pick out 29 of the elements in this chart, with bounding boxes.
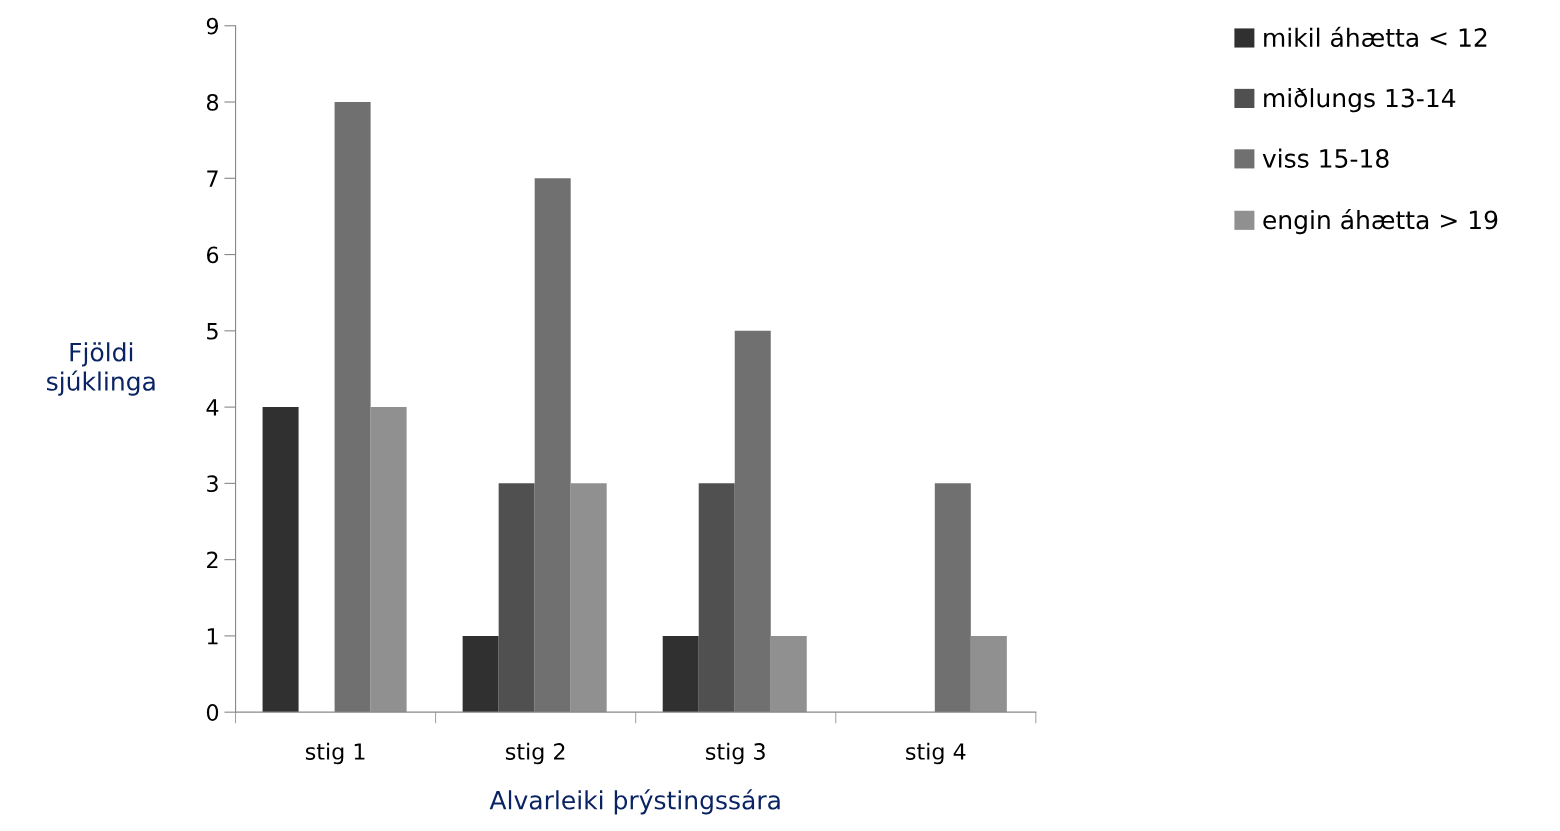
y-axis-title: Fjöldi sjúklinga <box>47 342 155 396</box>
legend-label: mikil áhætta < 12 <box>1264 26 1487 48</box>
y-tick-label: 3 <box>207 475 218 493</box>
y-tick-label: 9 <box>206 17 219 35</box>
x-tick-label: stig 2 <box>505 742 565 765</box>
bar <box>462 635 499 713</box>
y-tick-label: 7 <box>207 170 218 187</box>
legend-label: engin áhætta > 19 <box>1263 209 1498 235</box>
bar <box>498 483 535 713</box>
bar <box>262 407 299 713</box>
bar <box>698 483 735 713</box>
x-axis-title: Alvarleiki þrýstingssára <box>489 789 780 815</box>
bar <box>734 330 771 713</box>
y-tick-label: 1 <box>207 628 218 645</box>
y-tick-label: 5 <box>207 323 218 340</box>
x-tick-label: stig 3 <box>706 742 765 765</box>
bar <box>534 178 571 713</box>
bar <box>662 635 699 713</box>
x-tick-label: stig 1 <box>305 742 365 765</box>
y-tick-label: 8 <box>206 93 219 111</box>
legend-label: viss 15-18 <box>1262 148 1389 168</box>
bar <box>334 102 371 713</box>
bar <box>934 483 971 713</box>
legend-label: miðlungs 13-14 <box>1264 88 1456 113</box>
y-tick-label: 6 <box>207 246 219 264</box>
x-tick-label: stig 4 <box>906 742 966 765</box>
y-tick-label: 4 <box>206 399 219 416</box>
y-tick-label: 2 <box>207 551 218 569</box>
y-tick-label: 0 <box>206 704 219 721</box>
